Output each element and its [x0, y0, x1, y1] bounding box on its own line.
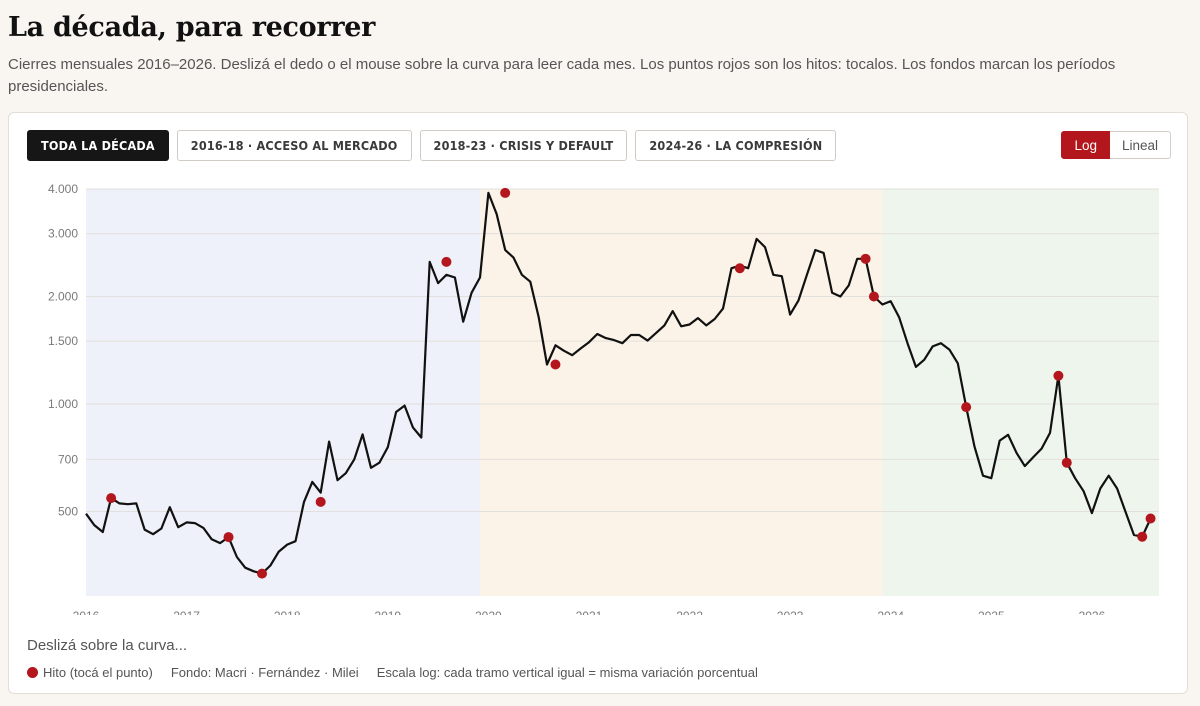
page-title: La década, para recorrer — [8, 12, 376, 43]
y-tick-label: 1.000 — [48, 397, 78, 411]
y-tick-label: 1.500 — [48, 334, 78, 348]
x-tick-label: 2022 — [676, 609, 703, 615]
legend-milestone: Hito (tocá el punto) — [43, 665, 153, 680]
x-tick-label: 2023 — [777, 609, 804, 615]
tab-full-decade[interactable]: TODA LA DÉCADA — [27, 130, 169, 161]
legend: Hito (tocá el punto) Fondo: Macri · Fern… — [27, 665, 776, 680]
linear-scale-button[interactable]: Lineal — [1109, 131, 1171, 159]
y-tick-label: 4.000 — [48, 182, 78, 196]
chart-card: TODA LA DÉCADA 2016-18 · ACCESO AL MERCA… — [8, 112, 1188, 694]
tab-2018-23[interactable]: 2018-23 · CRISIS Y DEFAULT — [419, 130, 628, 161]
line-chart[interactable]: 500 700 1.000 1.500 2.000 3.000 4.000 2016 2017 2… — [9, 175, 1187, 615]
milestone-point[interactable] — [257, 568, 268, 579]
y-tick-label: 500 — [58, 505, 78, 519]
milestone-point[interactable] — [223, 532, 234, 543]
period-tabs: TODA LA DÉCADA 2016-18 · ACCESO AL MERCA… — [27, 130, 837, 161]
milestone-point[interactable] — [1061, 457, 1072, 468]
milestone-point[interactable] — [1137, 531, 1148, 542]
x-tick-label: 2021 — [576, 609, 603, 615]
y-tick-label: 2.000 — [48, 290, 78, 304]
x-tick-label: 2016 — [73, 609, 100, 615]
page-subtitle: Cierres mensuales 2016–2026. Deslizá el … — [8, 56, 1116, 95]
hover-readout: Deslizá sobre la curva... — [27, 637, 188, 654]
milestone-point[interactable] — [961, 402, 972, 413]
milestone-point[interactable] — [1053, 370, 1064, 381]
y-tick-label: 3.000 — [48, 227, 78, 241]
milestone-point[interactable] — [500, 187, 511, 198]
milestone-point[interactable] — [106, 493, 117, 504]
milestone-point[interactable] — [550, 359, 561, 370]
milestone-point[interactable] — [1145, 513, 1156, 524]
legend-background: Fondo: Macri · Fernández · Milei — [170, 665, 359, 680]
milestone-dot-icon — [27, 667, 38, 678]
tab-2024-26[interactable]: 2024-26 · LA COMPRESIÓN — [635, 130, 837, 161]
period-band-fernndez — [480, 189, 883, 596]
milestone-point[interactable] — [734, 263, 745, 274]
milestone-point[interactable] — [860, 253, 871, 264]
x-tick-label: 2019 — [374, 609, 401, 615]
x-tick-label: 2018 — [274, 609, 301, 615]
x-tick-label: 2020 — [475, 609, 502, 615]
x-tick-label: 2017 — [173, 609, 200, 615]
legend-scale-note: Escala log: cada tramo vertical igual = … — [376, 665, 758, 680]
scale-toggle: Log Lineal — [1061, 131, 1171, 159]
milestone-point[interactable] — [441, 256, 452, 267]
x-tick-label: 2025 — [978, 609, 1005, 615]
milestone-point[interactable] — [868, 291, 879, 302]
log-scale-button[interactable]: Log — [1061, 131, 1110, 159]
milestone-point[interactable] — [315, 496, 326, 507]
tab-2016-18[interactable]: 2016-18 · ACCESO AL MERCADO — [176, 130, 412, 161]
x-tick-label: 2024 — [877, 609, 904, 615]
period-band-milei — [882, 189, 1159, 596]
y-tick-label: 700 — [58, 452, 78, 466]
x-tick-label: 2026 — [1079, 609, 1106, 615]
period-band-macri — [86, 189, 481, 596]
